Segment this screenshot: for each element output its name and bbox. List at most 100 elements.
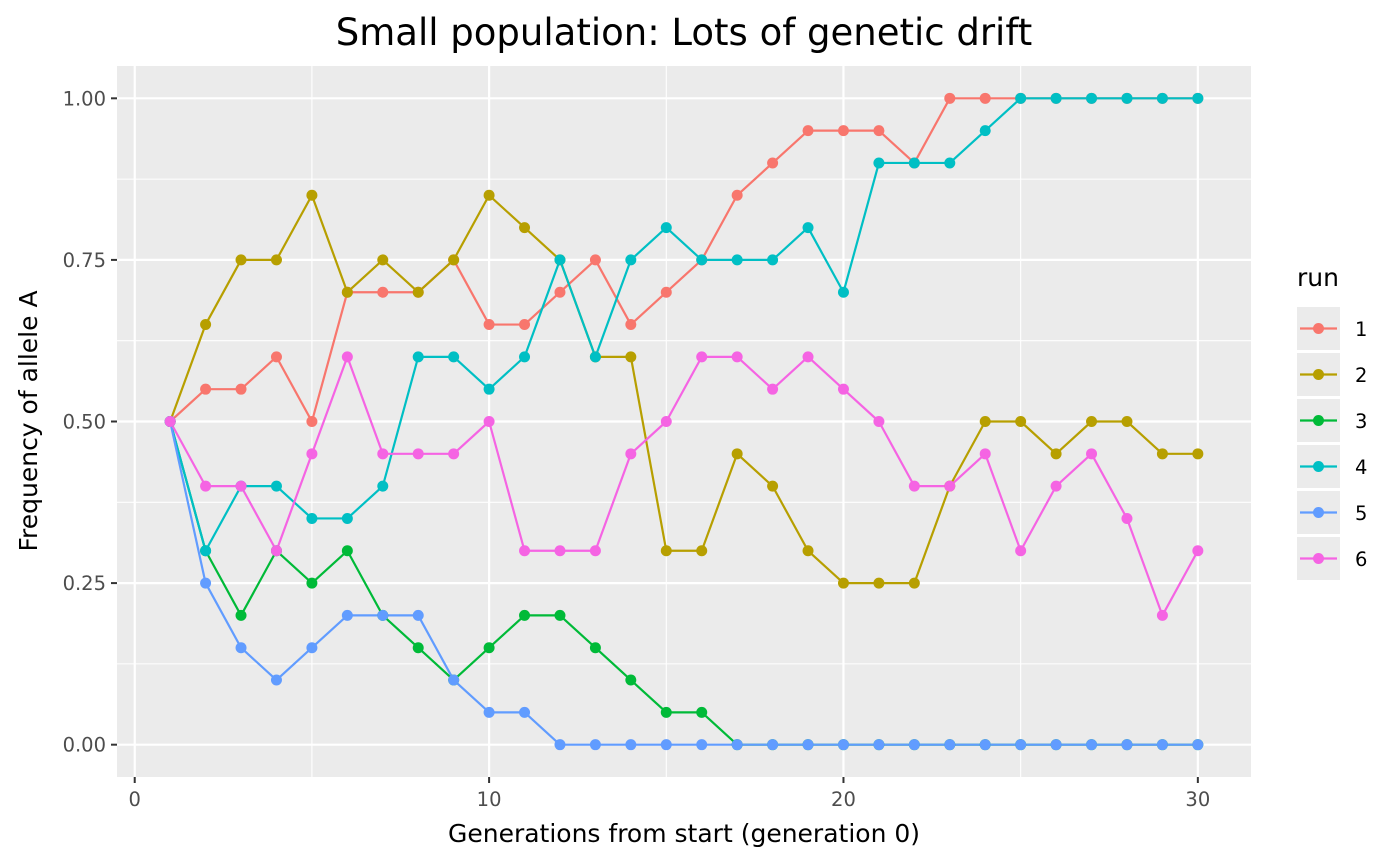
data-point	[554, 254, 566, 266]
data-point	[235, 383, 247, 395]
x-tick-label: 30	[1185, 788, 1210, 811]
data-point	[412, 448, 424, 460]
x-tick-label: 0	[129, 788, 141, 811]
data-point	[200, 383, 212, 395]
data-point	[802, 739, 814, 751]
data-point	[554, 739, 566, 751]
data-point	[412, 351, 424, 363]
data-point	[200, 319, 212, 331]
data-point	[341, 351, 353, 363]
y-tick-label: 0.75	[63, 249, 106, 272]
data-point	[554, 545, 566, 557]
data-point	[589, 545, 601, 557]
x-axis-title: Generations from start (generation 0)	[448, 819, 920, 848]
data-point	[1050, 92, 1062, 104]
data-point	[873, 577, 885, 589]
data-point	[483, 416, 495, 427]
data-point	[519, 706, 531, 718]
data-point	[1086, 92, 1098, 104]
data-point	[731, 739, 743, 751]
data-point	[554, 609, 566, 621]
data-point	[412, 642, 424, 654]
data-point	[1050, 448, 1062, 460]
y-tick-label: 0.00	[63, 734, 106, 757]
data-point	[306, 189, 318, 201]
data-point	[235, 254, 247, 266]
legend-label: 5	[1355, 502, 1367, 525]
series-2	[169, 194, 1198, 585]
data-point	[270, 351, 282, 363]
data-point	[908, 577, 920, 589]
data-point	[412, 609, 424, 621]
data-point	[660, 286, 672, 298]
data-point	[660, 739, 672, 751]
data-point	[483, 189, 495, 201]
data-point	[306, 416, 318, 427]
data-point	[341, 286, 353, 298]
chart-title: Small population: Lots of genetic drift	[336, 11, 1032, 54]
data-point	[625, 351, 637, 363]
data-point	[979, 448, 991, 460]
data-point	[979, 416, 991, 427]
data-point	[696, 739, 708, 751]
data-point	[837, 125, 849, 137]
data-point	[802, 125, 814, 137]
data-point	[979, 92, 991, 104]
data-point	[802, 351, 814, 363]
data-point	[625, 674, 637, 686]
legend-item-1: 1	[1297, 307, 1367, 350]
legend-item-4: 4	[1297, 445, 1367, 488]
data-point	[377, 448, 389, 460]
data-point	[944, 480, 956, 492]
data-point	[696, 545, 708, 557]
data-point	[696, 351, 708, 363]
data-point	[1015, 545, 1027, 557]
data-point	[483, 706, 495, 718]
data-point	[164, 416, 176, 427]
data-point	[1086, 416, 1098, 427]
major-gridlines	[117, 66, 1251, 777]
data-point	[731, 189, 743, 201]
data-point	[589, 254, 601, 266]
data-point	[1156, 609, 1168, 621]
legend: run 1 2 3 4 5 6	[1297, 263, 1367, 580]
y-tick-label: 1.00	[63, 87, 106, 110]
data-point	[837, 383, 849, 395]
data-point	[837, 577, 849, 589]
data-point	[908, 157, 920, 169]
data-point	[1121, 739, 1133, 751]
data-point	[448, 448, 460, 460]
data-point	[1192, 739, 1204, 751]
series-6	[169, 355, 1199, 617]
data-point	[660, 416, 672, 427]
x-tick-label: 20	[831, 788, 856, 811]
series-points-6	[164, 351, 1204, 621]
data-point	[625, 448, 637, 460]
data-point	[235, 642, 247, 654]
series-points-4	[164, 92, 1204, 557]
data-point	[1192, 545, 1204, 557]
data-point	[873, 739, 885, 751]
data-point	[1086, 739, 1098, 751]
data-point	[1121, 512, 1133, 524]
data-point	[1050, 480, 1062, 492]
data-point	[377, 254, 389, 266]
legend-label: 4	[1355, 456, 1367, 479]
data-point	[341, 545, 353, 557]
data-point	[1192, 92, 1204, 104]
y-tick-label: 0.50	[63, 411, 106, 434]
data-point	[767, 480, 779, 492]
legend-key-point	[1313, 415, 1324, 426]
x-tick-label: 10	[477, 788, 502, 811]
data-point	[448, 351, 460, 363]
data-point	[767, 383, 779, 395]
data-point	[1015, 92, 1027, 104]
series-4	[169, 97, 1198, 552]
data-point	[944, 92, 956, 104]
data-point	[873, 157, 885, 169]
data-point	[483, 319, 495, 331]
data-point	[448, 254, 460, 266]
data-point	[235, 480, 247, 492]
legend-label: 6	[1355, 548, 1367, 571]
